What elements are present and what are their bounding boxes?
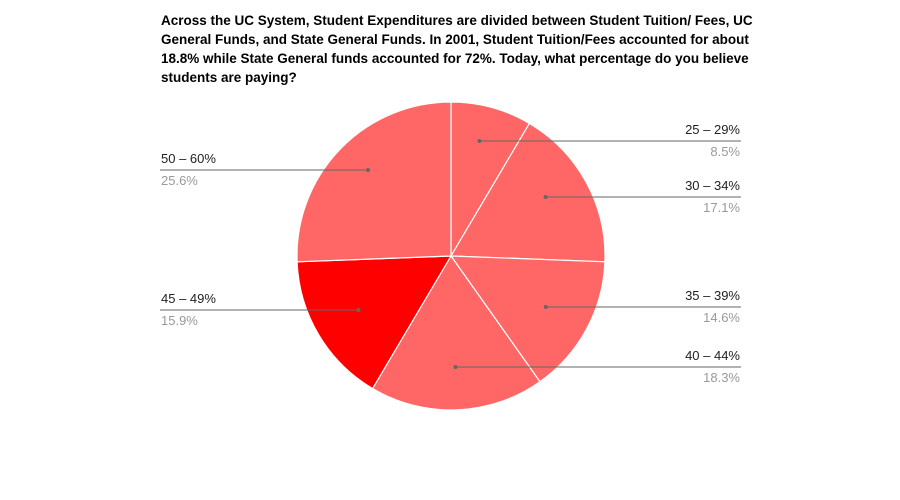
leader-dot-1: [477, 139, 482, 143]
pie-slice-2: [449, 122, 606, 263]
slice-value-6: 25.6%: [161, 173, 198, 188]
pie-slice-3: [449, 255, 606, 383]
leader-dot-3: [543, 305, 548, 309]
leader-dot-6: [366, 168, 370, 172]
slice-callouts: 25 – 29% 8.5% 30 – 34% 17.1% 35 – 39% 14.6% 40…: [160, 122, 741, 385]
slice-value-1: 8.5%: [710, 144, 740, 159]
slice-value-2: 17.1%: [703, 200, 740, 215]
chart-title: Across the UC System, Student Expenditur…: [161, 13, 753, 85]
slice-value-3: 14.6%: [703, 310, 740, 325]
slice-value-4: 18.3%: [703, 370, 740, 385]
slice-label-5: 45 – 49%: [161, 291, 216, 306]
slice-label-3: 35 – 39%: [685, 288, 740, 303]
leader-dot-4: [453, 365, 458, 369]
slice-value-5: 15.9%: [161, 313, 198, 328]
leader-dot-5: [356, 308, 361, 312]
pie-slice-6: [296, 101, 452, 263]
slice-label-1: 25 – 29%: [685, 122, 740, 137]
slice-label-6: 50 – 60%: [161, 151, 216, 166]
leader-dot-2: [543, 195, 548, 199]
pie-slice-5: [296, 255, 453, 390]
pie-slices: [296, 101, 606, 411]
pie-slice-4: [371, 254, 541, 411]
slice-label-2: 30 – 34%: [685, 178, 740, 193]
slice-label-4: 40 – 44%: [685, 348, 740, 363]
